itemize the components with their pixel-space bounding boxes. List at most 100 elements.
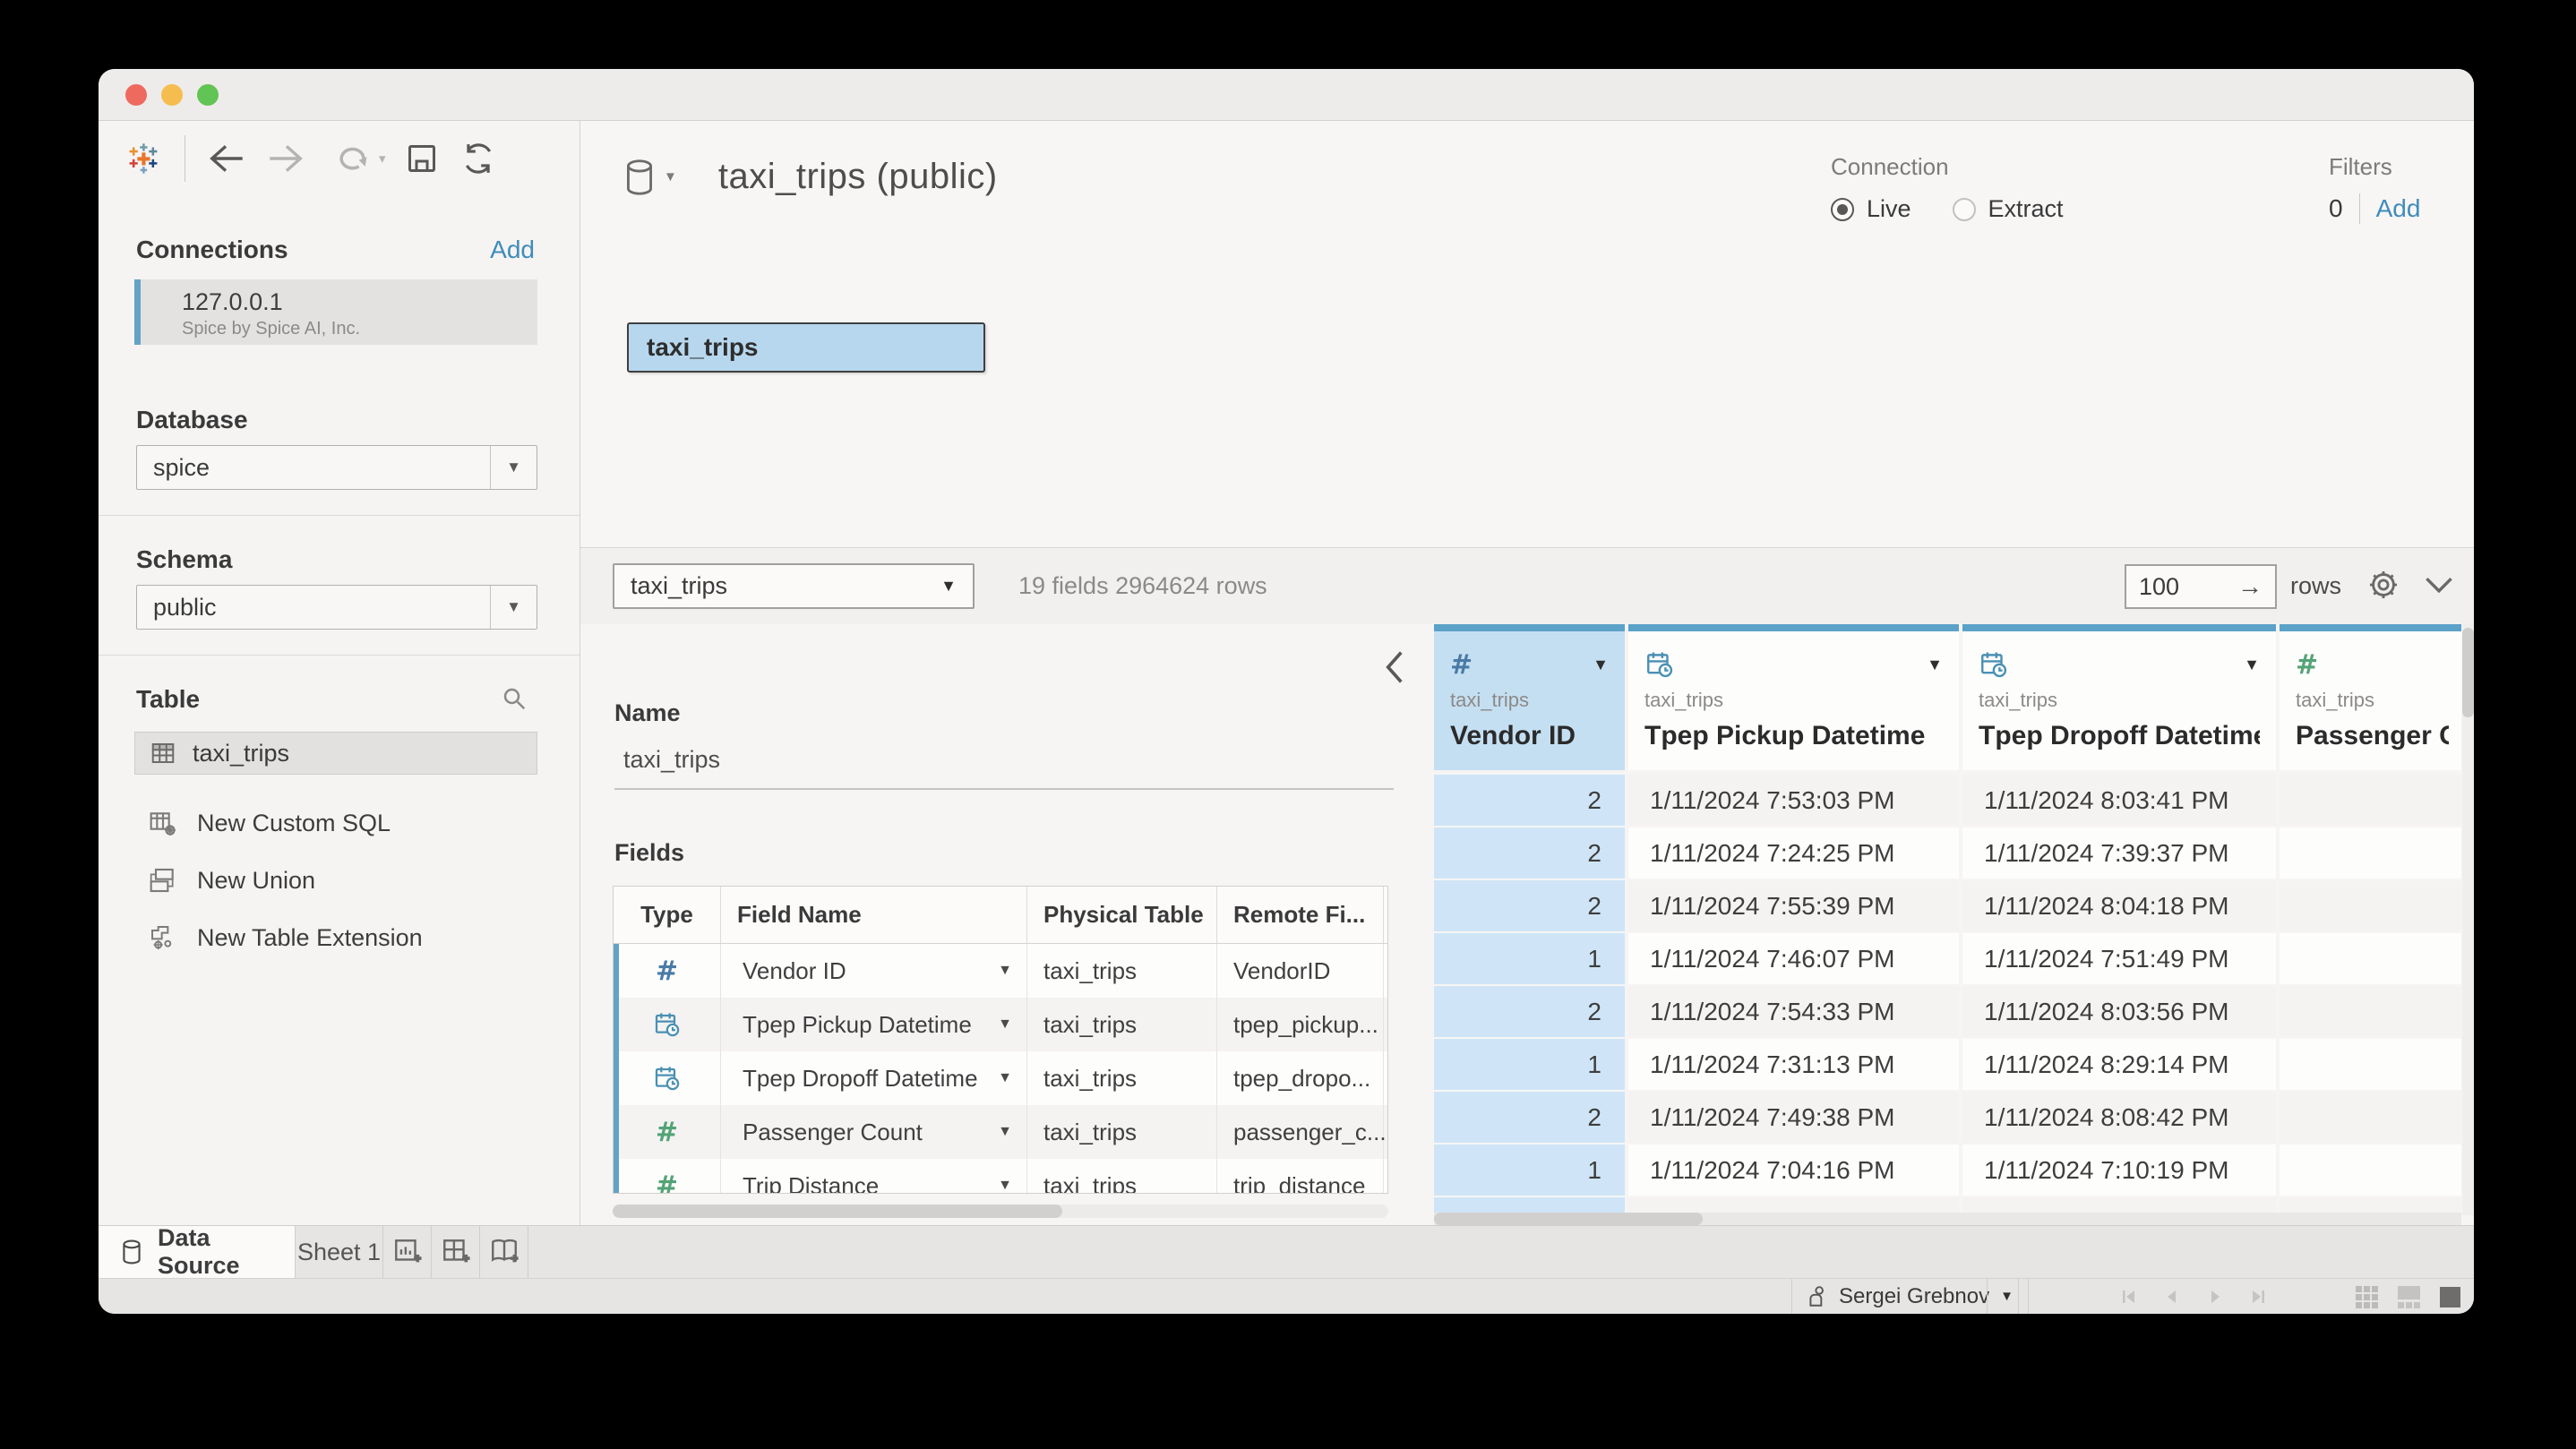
cell[interactable]: 1/11/2024 8:03:41 PM [1962,775,2276,826]
cell[interactable]: 1 [1434,1039,1625,1090]
field-menu-caret-icon[interactable]: ▼ [998,1178,1012,1193]
user-menu[interactable]: Sergei Grebnov ▼ [1791,1279,2029,1314]
cell[interactable]: 1/11/2024 7:39:37 PM [1962,827,2276,879]
table-select[interactable]: taxi_trips ▼ [613,563,975,609]
column-header[interactable]: # ▼ taxi_trips Passenger Count [2280,624,2461,770]
cell[interactable]: 1/11/2024 7:51:49 PM [1962,933,2276,984]
cell[interactable]: 1/11/2024 7:31:13 PM [1628,1039,1959,1090]
cell[interactable]: 2 [1434,775,1625,826]
add-connection-link[interactable]: Add [490,236,535,263]
field-row[interactable]: # Passenger Count ▼ taxi_trips passenger_… [614,1105,1387,1159]
apply-rows-arrow-icon[interactable]: → [2237,572,2263,600]
fields-horizontal-scrollbar[interactable] [613,1205,1388,1218]
next-sheet-icon[interactable] [2204,1286,2226,1312]
logical-table-chip[interactable]: taxi_trips [627,322,985,373]
field-menu-caret-icon[interactable]: ▼ [998,963,1012,978]
database-select[interactable]: spice ▼ [136,445,537,490]
cell[interactable]: 1/11/2024 8:03:56 PM [1962,986,2276,1037]
chevron-down-icon[interactable] [2424,575,2454,599]
cell[interactable]: 2 [1434,880,1625,931]
preview-horizontal-scrollbar[interactable] [1434,1213,2461,1225]
scrollbar-thumb[interactable] [2462,628,2474,717]
cell[interactable] [1628,1197,1959,1215]
cell[interactable]: 1/11/2024 7:10:19 PM [1962,1145,2276,1196]
extract-radio[interactable]: Extract [1952,195,2064,223]
cell[interactable] [2280,1092,2461,1143]
redo-menu-caret-icon[interactable]: ▾ [379,151,386,167]
cell[interactable] [2280,1197,2461,1215]
cell[interactable]: 1/11/2024 8:29:14 PM [1962,1039,2276,1090]
cell[interactable]: 1/11/2024 7:53:03 PM [1628,775,1959,826]
collapse-pane-icon[interactable] [1383,649,1406,690]
tab-data-source[interactable]: Data Source [99,1224,296,1279]
field-row[interactable]: Tpep Dropoff Datetime ▼ taxi_trips tpep_d… [614,1051,1387,1105]
new-dashboard-button[interactable] [432,1226,480,1278]
cell[interactable]: 1 [1434,1145,1625,1196]
preview-vertical-scrollbar[interactable] [2462,624,2474,1215]
cell[interactable] [2280,933,2461,984]
gear-icon[interactable] [2366,568,2400,606]
new-story-button[interactable] [480,1226,528,1278]
show-filmstrip-icon[interactable] [2398,1286,2420,1308]
redo-button[interactable] [329,145,370,172]
previous-sheet-icon[interactable] [2161,1286,2183,1312]
search-icon[interactable] [501,685,528,716]
tableau-logo-icon[interactable] [125,141,161,176]
scrollbar-thumb[interactable] [1434,1213,1703,1225]
cell[interactable] [2280,1145,2461,1196]
new-custom-sql-button[interactable]: New Custom SQL [149,803,391,843]
column-menu-caret-icon[interactable]: ▼ [1927,655,1943,673]
last-sheet-icon[interactable] [2247,1286,2269,1312]
connection-item[interactable]: 127.0.0.1 Spice by Spice AI, Inc. [134,279,537,345]
sidebar-item-taxi-trips[interactable]: taxi_trips [134,732,537,775]
show-tabs-icon[interactable] [2356,1286,2378,1308]
column-menu-caret-icon[interactable]: ▼ [1593,655,1609,673]
cell[interactable]: 2 [1434,827,1625,879]
cell[interactable]: 1/11/2024 7:49:38 PM [1628,1092,1959,1143]
column-menu-caret-icon[interactable]: ▼ [2244,655,2260,673]
cell[interactable]: 1/11/2024 7:04:16 PM [1628,1145,1959,1196]
cell[interactable] [1962,1197,2276,1215]
cell[interactable] [2280,880,2461,931]
field-menu-caret-icon[interactable]: ▼ [998,1124,1012,1139]
datasource-menu-caret-icon[interactable]: ▼ [664,169,677,184]
schema-select[interactable]: public ▼ [136,585,537,630]
cell[interactable]: 2 [1434,1092,1625,1143]
cell[interactable]: 1/11/2024 7:24:25 PM [1628,827,1959,879]
field-row[interactable]: Tpep Pickup Datetime ▼ taxi_trips tpep_pi… [614,998,1387,1051]
show-sheet-icon[interactable] [2440,1287,2460,1308]
column-header[interactable]: ▼ taxi_trips Tpep Dropoff Datetime [1962,624,2276,770]
cell[interactable] [2280,986,2461,1037]
cell[interactable]: 1/11/2024 7:55:39 PM [1628,880,1959,931]
close-button[interactable] [125,84,147,106]
new-union-button[interactable]: New Union [149,861,315,900]
save-button[interactable] [406,142,438,175]
column-header[interactable]: # ▼ taxi_trips Vendor ID [1434,624,1625,770]
refresh-button[interactable] [461,141,495,176]
row-count-input[interactable]: 100 → [2125,564,2277,609]
cell[interactable] [2280,775,2461,826]
zoom-button[interactable] [197,84,219,106]
add-filter-link[interactable]: Add [2375,194,2421,222]
field-menu-caret-icon[interactable]: ▼ [998,1016,1012,1032]
new-table-extension-button[interactable]: New Table Extension [149,918,423,957]
cell[interactable] [1434,1197,1625,1215]
field-row[interactable]: # Trip Distance ▼ taxi_trips trip_distanc… [614,1159,1387,1193]
tab-sheet1[interactable]: Sheet 1 [296,1226,383,1278]
back-button[interactable] [207,143,245,174]
field-menu-caret-icon[interactable]: ▼ [998,1070,1012,1085]
cell[interactable]: 1/11/2024 7:54:33 PM [1628,986,1959,1037]
minimize-button[interactable] [161,84,183,106]
cell[interactable]: 1/11/2024 7:46:07 PM [1628,933,1959,984]
first-sheet-icon[interactable] [2118,1286,2140,1312]
cell[interactable]: 1/11/2024 8:04:18 PM [1962,880,2276,931]
cell[interactable] [2280,827,2461,879]
scrollbar-thumb[interactable] [613,1205,1063,1218]
new-worksheet-button[interactable] [383,1226,432,1278]
forward-button[interactable] [268,143,305,174]
cell[interactable]: 1/11/2024 8:08:42 PM [1962,1092,2276,1143]
database-icon[interactable] [623,158,657,197]
name-input[interactable]: taxi_trips [614,741,1394,790]
column-header[interactable]: ▼ taxi_trips Tpep Pickup Datetime [1628,624,1959,770]
cell[interactable]: 2 [1434,986,1625,1037]
